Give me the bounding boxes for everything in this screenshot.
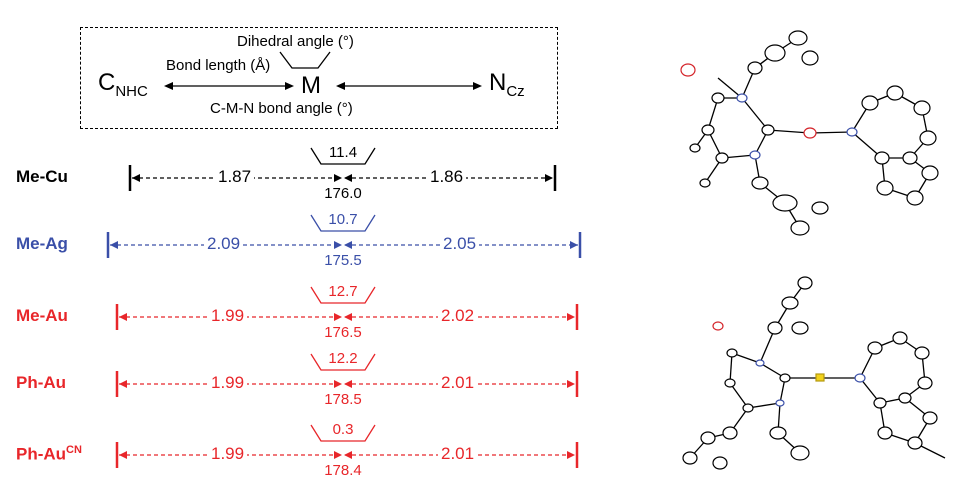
legend-center-atom: M <box>301 72 321 99</box>
row-bond-angle: 178.4 <box>324 462 362 479</box>
row-right-inner-arrowhead <box>344 241 352 249</box>
row-label-text: Me-Ag <box>16 234 68 253</box>
row-label: Me-Au <box>16 306 68 326</box>
legend-angle-label: C-M-N bond angle (°) <box>210 100 353 117</box>
legend-dihedral-bracket <box>279 51 331 69</box>
row-left-bond-length: 1.99 <box>208 444 248 464</box>
row-label-text: Me-Cu <box>16 167 68 186</box>
row-right-bond-length: 2.02 <box>438 306 478 326</box>
row-bond-angle: 176.5 <box>324 324 362 341</box>
row-dihedral-angle: 12.2 <box>328 350 358 367</box>
legend-right-atom: NCz <box>489 69 525 100</box>
row-left-bond-length: 1.99 <box>208 306 248 326</box>
row-label: Me-Cu <box>16 167 68 187</box>
row-dihedral-bracket <box>310 424 376 442</box>
row-dihedral-bracket <box>310 286 376 304</box>
row-dihedral-angle: 10.7 <box>328 211 358 228</box>
row-left-inner-arrowhead <box>334 174 342 182</box>
row-label-text: Ph-Au <box>16 444 67 464</box>
row-left-outer-arrowhead <box>119 313 127 321</box>
row-dihedral-bracket <box>310 147 376 165</box>
row-left-inner-arrowhead <box>334 241 342 249</box>
row-bond-angle: 178.5 <box>324 391 362 408</box>
row-right-outer-arrowhead <box>567 313 575 321</box>
row-right-bond-length: 2.01 <box>438 373 478 393</box>
legend-left-atom: CNHC <box>98 69 148 100</box>
row-right-bond-length: 2.05 <box>440 234 480 254</box>
row-label-text: Ph-Au <box>16 373 67 392</box>
row-left-outer-arrowhead <box>119 380 127 388</box>
row-left-inner-arrowhead <box>334 313 342 321</box>
crystal-structures <box>680 30 946 470</box>
row-right-bond-length: 2.01 <box>438 444 478 464</box>
row-right-inner-arrowhead <box>344 313 352 321</box>
row-bond-angle: 175.5 <box>324 252 362 269</box>
row-bond-angle: 176.0 <box>324 185 362 202</box>
row-right-outer-arrowhead <box>545 174 553 182</box>
row-dihedral-bracket <box>310 353 376 371</box>
legend-dihedral-label: Dihedral angle (°) <box>237 33 354 50</box>
row-right-inner-arrowhead <box>344 380 352 388</box>
row-left-inner-arrowhead <box>334 380 342 388</box>
crystal-structure-top <box>680 30 939 236</box>
row-right-outer-arrowhead <box>567 451 575 459</box>
row-right-bond-length: 1.86 <box>427 167 467 187</box>
row-right-outer-arrowhead <box>570 241 578 249</box>
row-left-outer-arrowhead <box>110 241 118 249</box>
row-left-bond-length: 1.87 <box>215 167 255 187</box>
row-dihedral-angle: 11.4 <box>328 144 358 161</box>
legend-box <box>80 27 558 129</box>
row-left-bond-length: 2.09 <box>204 234 244 254</box>
row-dihedral-angle: 12.7 <box>328 283 358 300</box>
row-left-inner-arrowhead <box>334 451 342 459</box>
row-label-text: Me-Au <box>16 306 68 325</box>
row-left-outer-arrowhead <box>119 451 127 459</box>
row-dihedral-angle: 0.3 <box>332 421 354 438</box>
row-label: Ph-Au <box>16 373 66 393</box>
row-dihedral-bracket <box>310 214 376 232</box>
crystal-structure-bottom <box>682 276 946 470</box>
row-right-inner-arrowhead <box>344 174 352 182</box>
row-label: Ph-AuCN <box>16 444 82 465</box>
row-right-inner-arrowhead <box>344 451 352 459</box>
row-right-outer-arrowhead <box>567 380 575 388</box>
row-left-outer-arrowhead <box>132 174 140 182</box>
row-label-superscript: CN <box>66 444 82 456</box>
row-label: Me-Ag <box>16 234 68 254</box>
row-left-bond-length: 1.99 <box>208 373 248 393</box>
legend-bond-length-label: Bond length (Å) <box>166 57 271 74</box>
